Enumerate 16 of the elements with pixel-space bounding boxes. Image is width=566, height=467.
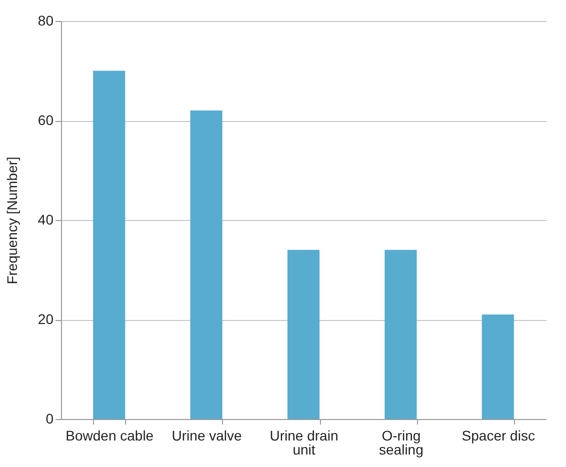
bar xyxy=(93,70,126,419)
y-tick-label: 20 xyxy=(38,311,54,327)
bar xyxy=(190,110,222,419)
bar xyxy=(384,250,417,419)
y-axis-title: Frequency [Number] xyxy=(4,156,20,284)
x-tick-label: Urine drain unit xyxy=(270,428,338,458)
y-tick-label: 40 xyxy=(38,212,54,228)
x-tick-label: O-ring sealing xyxy=(379,428,424,458)
bar xyxy=(482,314,514,419)
y-tick-label: 80 xyxy=(38,12,54,28)
y-tick-label: 0 xyxy=(46,410,54,426)
x-tick-label: Spacer disc xyxy=(462,428,535,444)
x-tick-label: Urine valve xyxy=(172,428,242,444)
bar xyxy=(287,250,320,419)
y-tick-label: 60 xyxy=(38,112,54,128)
x-tick-label: Bowden cable xyxy=(66,428,154,444)
